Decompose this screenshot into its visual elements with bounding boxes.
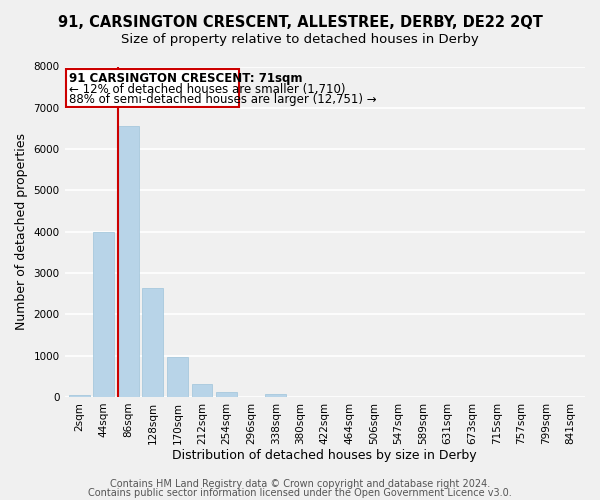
Bar <box>191 384 212 397</box>
Bar <box>167 358 188 397</box>
Bar <box>118 126 139 397</box>
Text: Size of property relative to detached houses in Derby: Size of property relative to detached ho… <box>121 32 479 46</box>
Bar <box>142 288 163 397</box>
X-axis label: Distribution of detached houses by size in Derby: Distribution of detached houses by size … <box>172 450 477 462</box>
Y-axis label: Number of detached properties: Number of detached properties <box>15 133 28 330</box>
Text: 91, CARSINGTON CRESCENT, ALLESTREE, DERBY, DE22 2QT: 91, CARSINGTON CRESCENT, ALLESTREE, DERB… <box>58 15 542 30</box>
Text: Contains public sector information licensed under the Open Government Licence v3: Contains public sector information licen… <box>88 488 512 498</box>
Bar <box>94 232 114 397</box>
Text: Contains HM Land Registry data © Crown copyright and database right 2024.: Contains HM Land Registry data © Crown c… <box>110 479 490 489</box>
Bar <box>216 392 237 397</box>
Text: 91 CARSINGTON CRESCENT: 71sqm: 91 CARSINGTON CRESCENT: 71sqm <box>70 72 303 85</box>
Bar <box>69 395 90 397</box>
Text: ← 12% of detached houses are smaller (1,710): ← 12% of detached houses are smaller (1,… <box>70 82 346 96</box>
FancyBboxPatch shape <box>66 68 239 106</box>
Text: 88% of semi-detached houses are larger (12,751) →: 88% of semi-detached houses are larger (… <box>70 93 377 106</box>
Bar <box>265 394 286 397</box>
